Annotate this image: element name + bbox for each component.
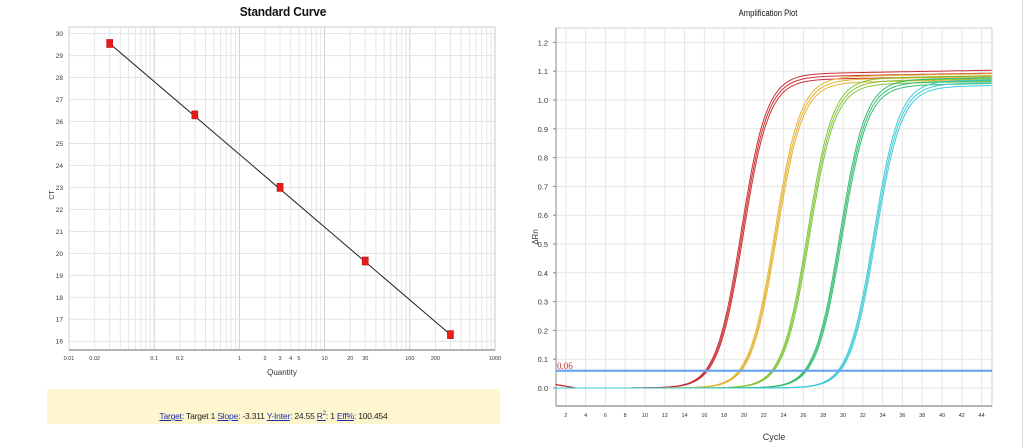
y-tick-label: 18 (56, 295, 64, 302)
x-tick-label: 24 (781, 413, 787, 419)
amplification-curve[interactable] (555, 85, 992, 389)
y-tick-label: 27 (56, 97, 64, 104)
efficiency-link[interactable]: Eff% (336, 410, 354, 421)
x-tick-label: 2 (264, 356, 267, 362)
y-tick-label: 0.8 (538, 154, 548, 163)
x-tick-label: 14 (682, 413, 688, 419)
y-tick-label: 17 (56, 317, 64, 324)
y-tick-label: 21 (56, 229, 64, 236)
x-tick-label: 30 (362, 356, 368, 362)
y-axis-label: CT (49, 190, 56, 200)
y-tick-label: 29 (56, 53, 64, 60)
y-tick-label: 0.1 (538, 355, 548, 364)
x-axis-label: Quantity (267, 368, 297, 377)
amplification-plot-title: Amplification Plot (738, 8, 798, 18)
standard-curve-summary: Target: Target 1 Slope: -3.311 Y-Inter: … (47, 389, 500, 424)
x-tick-label: 18 (721, 413, 727, 419)
plot-area (555, 27, 993, 407)
y-tick-label: 19 (56, 273, 64, 280)
y-tick-label: 1.0 (538, 96, 548, 105)
threshold-label: 0.06 (557, 361, 573, 371)
data-point-marker[interactable] (276, 183, 284, 192)
amplification-plot-chart[interactable]: 2 4 6 8 10 12 14 16 18 20 22 24 26 28 30 32 34 36 38 40 42 44… (512, 0, 1024, 448)
data-point-marker[interactable] (361, 256, 369, 266)
x-tick-label: 10 (322, 356, 328, 362)
x-tick-label: 30 (840, 413, 846, 419)
x-tick-label: 200 (431, 356, 440, 362)
y-tick-label: 0.5 (538, 240, 548, 249)
x-tick-label: 2 (564, 413, 567, 419)
y-tick-label: 20 (56, 251, 64, 258)
x-tick-label: 26 (800, 413, 806, 419)
y-tick-label: 28 (56, 75, 64, 82)
x-tick-label: 0.01 (64, 356, 75, 362)
x-tick-label: 32 (860, 413, 866, 419)
y-tick-label: 0.6 (538, 211, 548, 220)
y-tick-label: 0.4 (538, 269, 548, 278)
x-tick-label: 4 (584, 413, 587, 419)
amplification-plot-panel: Amplification Plot 2 4 6 8 10 12 14 16 18 20 22 24 2… (512, 0, 1024, 448)
y-tick-label: 24 (56, 163, 64, 170)
x-tick-label: 0.2 (176, 356, 184, 362)
r-squared-link[interactable]: R2 (316, 410, 326, 421)
x-tick-label: 10 (642, 413, 648, 419)
x-tick-label: 34 (880, 413, 886, 419)
x-tick-label: 16 (701, 413, 707, 419)
x-tick-label: 8 (624, 413, 627, 419)
x-tick-label: 42 (959, 413, 965, 419)
y-intercept-link[interactable]: Y-Inter (266, 410, 291, 421)
x-axis-label: Cycle (763, 432, 786, 442)
x-tick-label: 22 (761, 413, 767, 419)
x-tick-label: 28 (820, 413, 826, 419)
y-tick-label: 30 (56, 31, 64, 38)
data-point-marker[interactable] (447, 330, 454, 339)
y-tick-label: 0.9 (538, 125, 548, 134)
target-link[interactable]: Target (159, 410, 182, 421)
x-tick-label: 1 (238, 356, 241, 362)
x-tick-label: 4 (289, 356, 292, 362)
y-intercept-value: 24.55 (294, 410, 315, 421)
slope-value: -3.311 (242, 410, 265, 421)
x-tick-label: 44 (979, 413, 985, 419)
x-tick-label: 20 (347, 356, 353, 362)
x-tick-label: 20 (741, 413, 747, 419)
y-tick-label: 23 (56, 185, 64, 192)
y-tick-label: 26 (56, 119, 64, 126)
x-tick-label: 36 (899, 413, 905, 419)
data-point-marker[interactable] (191, 110, 199, 120)
window-edge-divider (1022, 0, 1023, 448)
y-tick-label: 22 (56, 207, 64, 214)
data-point-marker[interactable] (106, 39, 113, 48)
y-tick-label: 0.3 (538, 298, 548, 307)
x-tick-label: 3 (279, 356, 282, 362)
x-tick-label: 40 (939, 413, 945, 419)
x-tick-label: 5 (297, 356, 300, 362)
target-value: Target 1 (186, 410, 216, 421)
y-tick-label: 1.1 (538, 67, 548, 76)
slope-link[interactable]: Slope (217, 410, 239, 421)
x-tick-label: 100 (405, 356, 414, 362)
standard-curve-title: Standard Curve (239, 4, 327, 19)
y-axis-label: ΔRn (531, 229, 540, 245)
y-tick-label: 0.7 (538, 182, 548, 191)
y-tick-label: 0.2 (538, 326, 548, 335)
y-tick-label: 25 (56, 141, 64, 148)
y-tick-label: 16 (56, 339, 64, 346)
x-tick-label: 38 (919, 413, 925, 419)
r-squared-value: 1 (330, 410, 335, 421)
x-tick-label: 1000 (489, 356, 501, 362)
y-tick-label: 1.2 (538, 38, 548, 47)
x-tick-label: 12 (662, 413, 668, 419)
y-tick-label: 0.0 (538, 384, 548, 393)
standard-curve-panel: Standard Curve 16 17 18 19 20 21 22 23 24 25 26 27 2… (0, 0, 512, 424)
x-tick-label: 6 (604, 413, 607, 419)
efficiency-value: 100.454 (358, 410, 388, 421)
x-tick-label: 0.1 (150, 356, 158, 362)
x-tick-label: 0.02 (89, 356, 100, 362)
